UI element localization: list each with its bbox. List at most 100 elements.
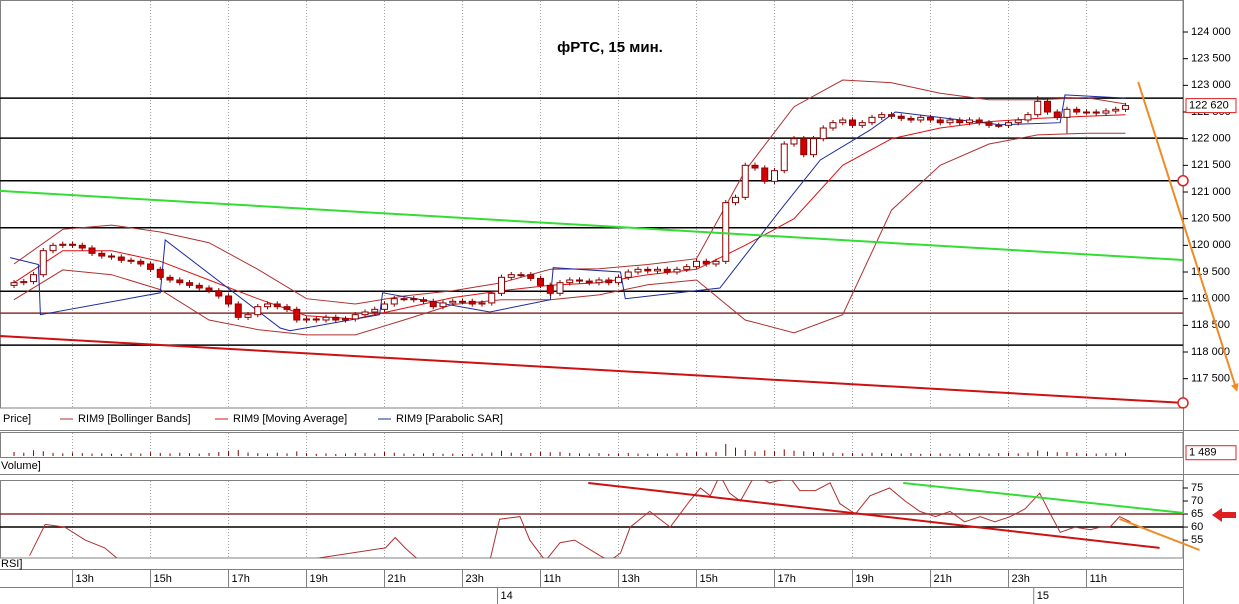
volume-bar [198, 453, 200, 456]
candle-body [381, 303, 389, 310]
volume-bar [325, 453, 327, 456]
candle-body [751, 164, 759, 169]
candle-body [527, 274, 535, 279]
volume-bar [637, 453, 639, 456]
volume-bar [764, 450, 766, 456]
volume-bar [33, 450, 35, 456]
candle-body [459, 300, 467, 303]
candle-body [351, 314, 359, 320]
last-value-box [1185, 98, 1237, 114]
rsi-line [29, 480, 1131, 558]
candle-body [654, 268, 662, 272]
volume-bar [744, 450, 746, 456]
candle-body [439, 302, 447, 308]
volume-bar [1037, 450, 1039, 456]
volume-bar [705, 452, 707, 456]
y-tick-label: 123 500 [1191, 53, 1231, 65]
trend-line [1137, 81, 1239, 392]
volume-bar [559, 451, 561, 456]
x-tick-label: 13h [622, 573, 640, 585]
volume-bar [959, 453, 961, 456]
x-tick-label: 11h [1089, 573, 1107, 585]
candle-body [215, 290, 223, 297]
candle-body [1034, 100, 1042, 116]
candle-body [478, 302, 486, 305]
volume-bar [335, 454, 337, 456]
candle-body [907, 117, 915, 121]
candle-body [1053, 111, 1061, 118]
candle-body [663, 268, 671, 273]
candle-body [800, 138, 808, 156]
candle-body [819, 127, 827, 140]
candle-body [225, 295, 233, 305]
volume-bar [432, 453, 434, 456]
volume-bar [471, 453, 473, 456]
volume-bar [812, 452, 814, 456]
y-tick-label: 121 500 [1191, 159, 1231, 171]
candle-body [546, 284, 554, 294]
trend-marker [1177, 397, 1189, 409]
y-tick-label: 65 [1191, 508, 1203, 520]
candle-body [995, 124, 1003, 127]
y-tick-label: 55 [1191, 534, 1203, 546]
candle-body [20, 281, 28, 284]
candle-body [839, 119, 847, 124]
volume-bar [998, 453, 1000, 456]
candle-body [1024, 114, 1032, 121]
candle-body [605, 279, 613, 284]
volume-bar [120, 454, 122, 456]
y-tick-label: 121 000 [1191, 186, 1231, 198]
volume-bar [452, 453, 454, 456]
candle-body [1121, 105, 1129, 110]
volume-bar [686, 452, 688, 456]
volume-bar [306, 453, 308, 456]
volume-bar [189, 453, 191, 456]
candle-body [390, 298, 398, 305]
candle-body [1063, 108, 1071, 118]
level-marker [1177, 175, 1189, 187]
candle-body [946, 119, 954, 124]
volume-bar [910, 453, 912, 456]
candle-body [1092, 111, 1100, 114]
volume-bar [579, 453, 581, 456]
volume-bar [81, 453, 83, 456]
candle-body [595, 279, 603, 284]
y-tick-label: 122 000 [1191, 133, 1231, 145]
volume-bar [286, 453, 288, 456]
candle-body [1014, 119, 1022, 124]
y-tick-label: 60 [1191, 521, 1203, 533]
candle-body [273, 303, 281, 308]
volume-bar [267, 453, 269, 456]
candle-body [1102, 110, 1110, 114]
candle-body [361, 311, 369, 316]
volume-bar [111, 453, 113, 456]
candle-body [88, 247, 96, 254]
candle-body [722, 202, 730, 262]
volume-bar [462, 454, 464, 456]
candle-body [59, 243, 67, 246]
candle-body [858, 122, 866, 126]
volume-bar [1105, 453, 1107, 456]
volume-bar [569, 452, 571, 456]
y-tick-label: 75 [1191, 482, 1203, 494]
volume-bar [520, 453, 522, 456]
day-label: 15 [1037, 590, 1049, 602]
candle-body [1112, 108, 1120, 112]
volume-bar [1027, 452, 1029, 456]
candle-body [673, 268, 681, 273]
last-value-box [1185, 445, 1237, 461]
volume-bar [345, 453, 347, 456]
last-value-label: 1 489 [1189, 447, 1217, 459]
volume-bar [423, 453, 425, 456]
candle-body [322, 316, 330, 321]
volume-bar [169, 453, 171, 456]
candle-body [468, 300, 476, 305]
volume-bar [588, 453, 590, 456]
volume-bar [296, 451, 298, 456]
candle-body [39, 250, 47, 276]
volume-bar [1085, 453, 1087, 456]
candle-body [303, 318, 311, 321]
volume-bar [42, 451, 44, 456]
